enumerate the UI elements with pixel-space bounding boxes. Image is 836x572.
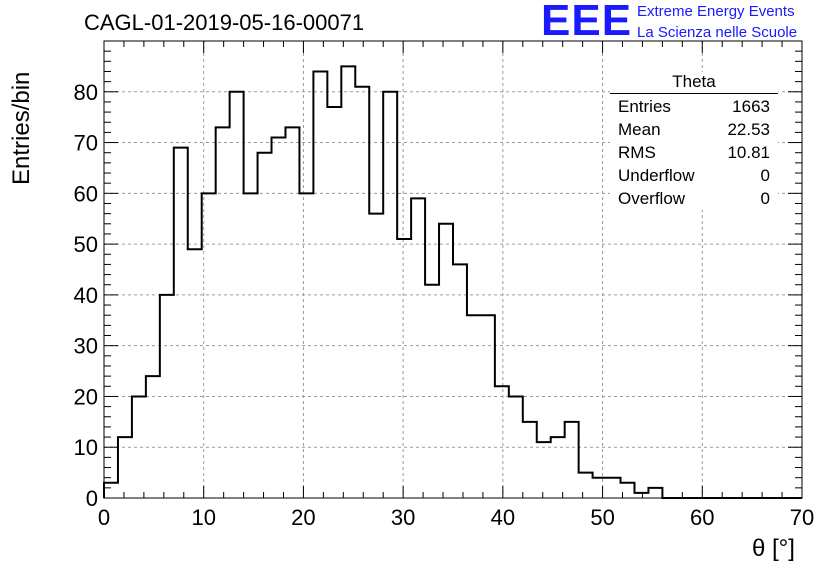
histogram-bin [174,148,188,498]
stats-value: 1663 [732,97,770,116]
logo-line-1: Extreme Energy Events [637,3,795,20]
stats-value: 22.53 [727,120,770,139]
histogram-bin [216,127,230,498]
y-tick-label: 50 [74,232,98,257]
x-tick-label: 20 [291,505,315,530]
histogram-bin [551,437,565,498]
stats-label: Mean [618,120,661,139]
y-tick-label: 70 [74,131,98,156]
stats-row-overflow: Overflow 0 [610,187,778,210]
y-tick-label: 80 [74,80,98,105]
histogram-bin [104,483,118,498]
plot-frame [103,40,803,499]
stats-value: 0 [760,166,770,185]
x-tick-label: 60 [690,505,714,530]
histogram-bin [146,376,160,498]
histogram-bin [397,239,411,498]
histogram-bin [439,224,453,498]
histogram-bin [341,66,355,498]
stats-label: Overflow [618,189,686,208]
stats-label: Entries [618,97,671,116]
histogram-bin [481,315,495,498]
histogram-bin [383,92,397,498]
histogram-bin [272,137,286,498]
histogram-bin [453,264,467,498]
histogram-bin [118,437,132,498]
histogram-bin [355,87,369,498]
eee-logo: EEE [541,0,633,45]
stats-title: Theta [610,72,778,94]
y-tick-label: 60 [74,181,98,206]
x-tick-label: 0 [98,505,110,530]
y-tick-label: 20 [74,384,98,409]
x-axis-label: θ [°] [752,535,795,562]
histogram-bin [537,442,551,498]
histogram-bin [411,198,425,498]
logo-line-2: La Scienza nelle Scuole [637,24,798,41]
x-tick-label: 70 [790,505,814,530]
x-tick-label: 30 [391,505,415,530]
histogram-bin [607,478,621,498]
stats-box: Theta Entries 1663 Mean 22.53 RMS 10.81 … [610,72,778,210]
histogram-bin [425,285,439,498]
y-tick-label: 10 [74,435,98,460]
histogram-bin [313,71,327,498]
histogram-bin [495,386,509,498]
stats-row-mean: Mean 22.53 [610,118,778,141]
chart-title: CAGL-01-2019-05-16-00071 [84,10,365,35]
stats-label: Underflow [618,166,695,185]
histogram-bin [369,214,383,498]
histogram-bin [188,249,202,498]
stats-row-entries: Entries 1663 [610,95,778,118]
y-tick-label: 40 [74,283,98,308]
stats-row-underflow: Underflow 0 [610,164,778,187]
histogram-bin [285,127,299,498]
stats-value: 0 [760,189,770,208]
stats-label: RMS [618,143,656,162]
histogram-bin [327,107,341,498]
histogram-bin [467,315,481,498]
stats-value: 10.81 [727,143,770,162]
histogram-bin [579,473,593,498]
histogram-bin [593,478,607,498]
histogram-bin [299,193,313,498]
histogram-bin [648,488,662,498]
x-tick-label: 10 [191,505,215,530]
y-tick-label: 30 [74,334,98,359]
stats-row-rms: RMS 10.81 [610,141,778,164]
y-axis-label: Entries/bin [8,71,35,185]
x-tick-label: 40 [491,505,515,530]
histogram-bin [565,422,579,498]
x-tick-label: 50 [590,505,614,530]
histogram-bin [258,153,272,498]
histogram-bin [523,422,537,498]
histogram-outline [103,65,802,499]
y-tick-label: 0 [86,486,98,511]
